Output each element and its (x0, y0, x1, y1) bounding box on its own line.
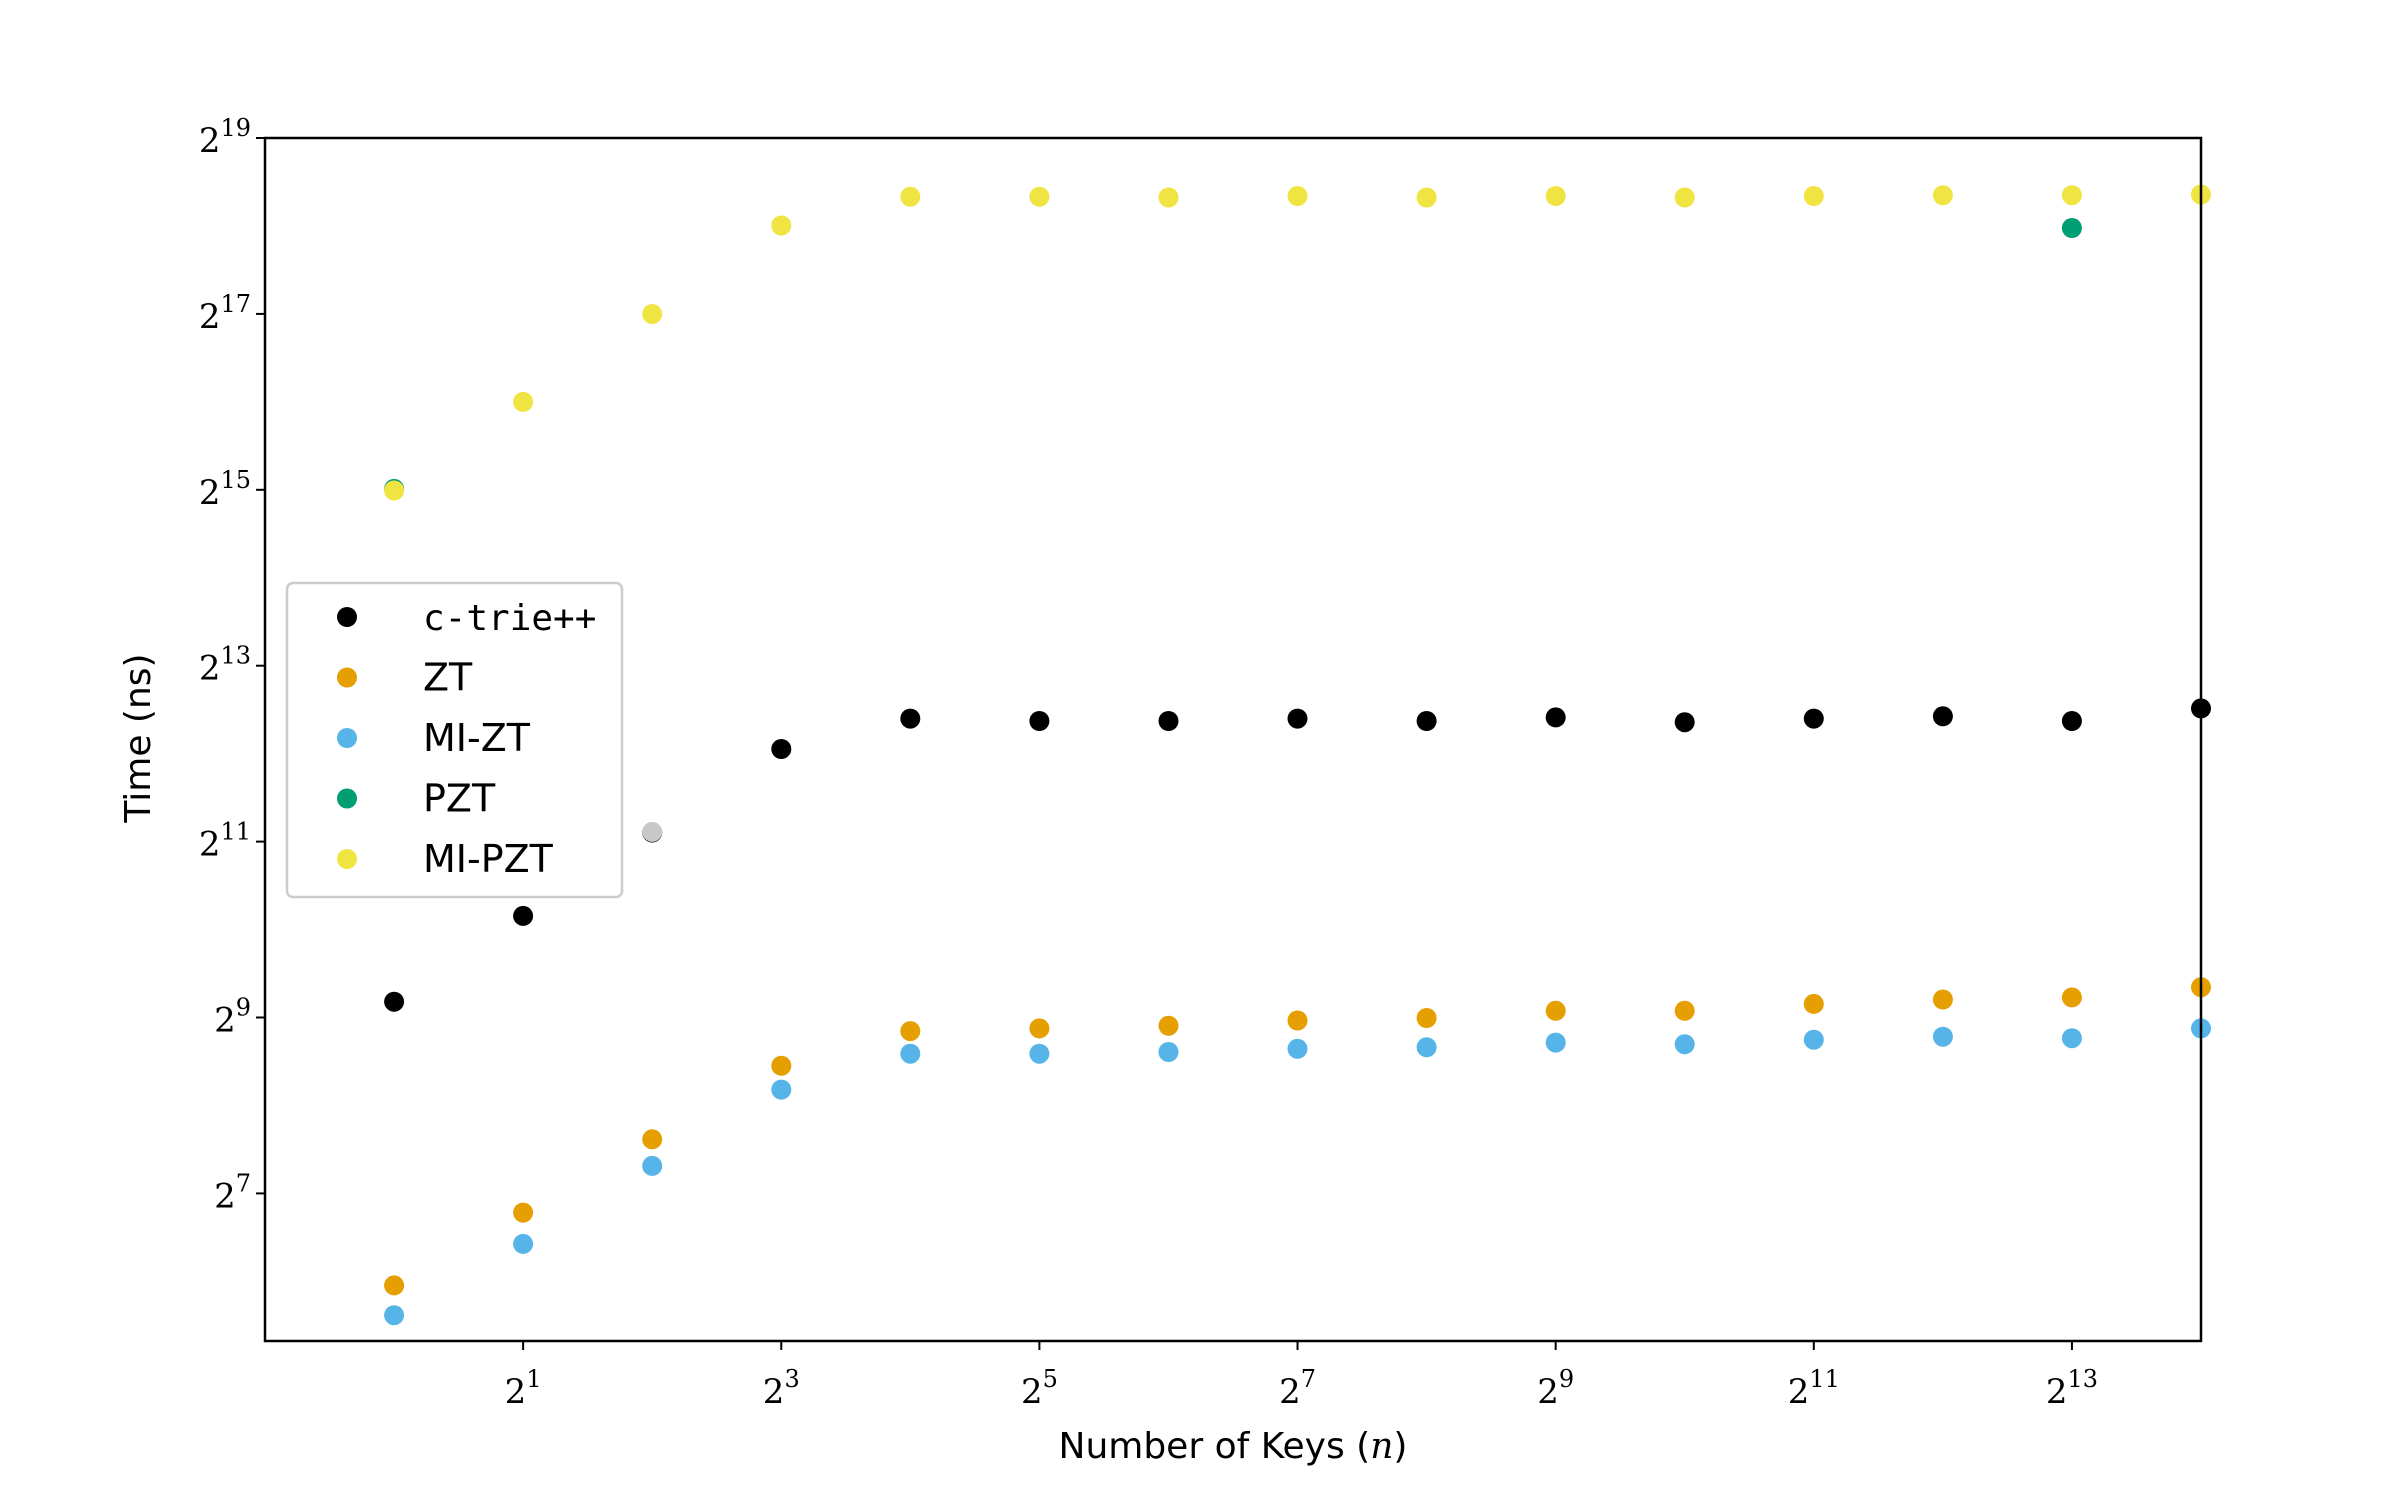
point-mi-zt-6 (1158, 1042, 1179, 1062)
legend-label-pzt: PZT (423, 777, 496, 821)
point-mi-zt-8 (1416, 1037, 1437, 1058)
point-mi-zt-7 (1287, 1038, 1308, 1059)
point-mi-pzt-1 (513, 391, 534, 412)
point-mi-zt-12 (1932, 1026, 1953, 1047)
point-zt-4 (900, 1021, 921, 1042)
point-mi-zt-5 (1029, 1043, 1050, 1064)
y-tick-label-4: 215 (199, 466, 251, 513)
point-zt-13 (2061, 987, 2082, 1008)
legend-marker-pzt (337, 788, 357, 809)
x-axis-ticks: 21 23 25 27 29 211 213 (505, 1341, 2098, 1412)
x-tick-label-4: 29 (1537, 1365, 1574, 1412)
x-axis-title: Number of Keys (n) (1059, 1426, 1408, 1467)
point-zt-8 (1416, 1008, 1437, 1028)
y-axis-title: Time (ns) (118, 653, 159, 823)
x-tick-label-2: 25 (1021, 1365, 1058, 1412)
point-c-trie--1 (513, 905, 534, 926)
point-c-trie--10 (1674, 712, 1695, 733)
point-c-trie--0 (384, 991, 405, 1012)
point-c-trie--13 (2061, 711, 2082, 731)
x-tick-label-3: 27 (1279, 1365, 1316, 1412)
y-tick-label-5: 217 (199, 290, 251, 337)
legend: c-trie++ ZT MI-ZT PZT MI-PZT (285, 581, 624, 899)
point-zt-0 (384, 1275, 405, 1296)
legend-items: c-trie++ ZT MI-ZT PZT MI-PZT (337, 598, 596, 881)
point-zt-12 (1932, 989, 1953, 1010)
point-zt-11 (1803, 993, 1824, 1014)
y-tick-label-1: 29 (214, 994, 251, 1041)
legend-marker-c-trie- (337, 607, 357, 627)
legend-marker-mi-pzt (337, 849, 357, 869)
point-extra-0 (642, 821, 663, 842)
point-zt-7 (1287, 1010, 1308, 1031)
points-layer (384, 184, 2211, 1326)
x-tick-label-0: 21 (505, 1365, 542, 1412)
point-mi-pzt-5 (1029, 186, 1050, 207)
y-axis-ticks: 27 29 211 213 215 217 219 (199, 114, 265, 1216)
plot-frame (263, 136, 2203, 1343)
legend-label-c-trie-: c-trie++ (423, 598, 596, 639)
point-mi-zt-11 (1803, 1029, 1824, 1050)
point-c-trie--8 (1416, 711, 1437, 731)
legend-marker-zt (337, 667, 357, 688)
point-mi-pzt-7 (1287, 186, 1308, 206)
point-zt-2 (642, 1129, 663, 1150)
point-zt-6 (1158, 1015, 1179, 1036)
point-zt-3 (771, 1055, 792, 1076)
point-mi-zt-4 (900, 1043, 921, 1064)
point-c-trie--4 (900, 708, 921, 729)
point-mi-zt-9 (1545, 1032, 1566, 1053)
point-mi-pzt-4 (900, 186, 921, 207)
legend-label-mi-pzt: MI-PZT (423, 837, 554, 881)
point-c-trie--9 (1545, 707, 1566, 728)
point-mi-zt-10 (1674, 1034, 1695, 1055)
point-c-trie--11 (1803, 708, 1824, 729)
point-mi-pzt-10 (1674, 187, 1695, 208)
point-mi-pzt-9 (1545, 186, 1566, 206)
point-mi-pzt-8 (1416, 187, 1437, 208)
point-zt-10 (1674, 1000, 1695, 1021)
point-mi-pzt-11 (1803, 186, 1824, 206)
legend-label-mi-zt: MI-ZT (423, 716, 531, 760)
point-mi-zt-13 (2061, 1028, 2082, 1049)
point-zt-5 (1029, 1018, 1050, 1039)
point-c-trie--7 (1287, 708, 1308, 729)
point-mi-pzt-0 (384, 480, 405, 501)
point-c-trie--12 (1932, 706, 1953, 727)
point-zt-9 (1545, 1000, 1566, 1021)
y-tick-label-0: 27 (214, 1169, 251, 1216)
y-tick-label-2: 211 (199, 818, 251, 865)
point-pzt-13 (2061, 218, 2082, 238)
x-tick-label-6: 213 (2046, 1365, 2098, 1412)
point-mi-pzt-12 (1932, 185, 1953, 206)
point-mi-pzt-2 (642, 304, 663, 324)
x-tick-label-5: 211 (1788, 1365, 1840, 1412)
legend-box (285, 581, 624, 899)
point-mi-zt-1 (513, 1233, 534, 1254)
point-c-trie--6 (1158, 711, 1179, 731)
point-mi-pzt-13 (2061, 185, 2082, 206)
legend-marker-mi-zt (337, 728, 357, 748)
point-mi-pzt-3 (771, 215, 792, 236)
point-mi-zt-0 (384, 1305, 405, 1326)
x-tick-label-1: 23 (763, 1365, 800, 1412)
point-mi-pzt-6 (1158, 187, 1179, 208)
point-c-trie--5 (1029, 711, 1050, 731)
y-tick-label-6: 219 (199, 114, 251, 161)
point-mi-zt-2 (642, 1155, 663, 1176)
point-c-trie--3 (771, 739, 792, 759)
point-mi-zt-3 (771, 1079, 792, 1100)
point-zt-1 (513, 1202, 534, 1223)
y-tick-label-3: 213 (199, 642, 251, 689)
legend-label-zt: ZT (423, 656, 473, 700)
